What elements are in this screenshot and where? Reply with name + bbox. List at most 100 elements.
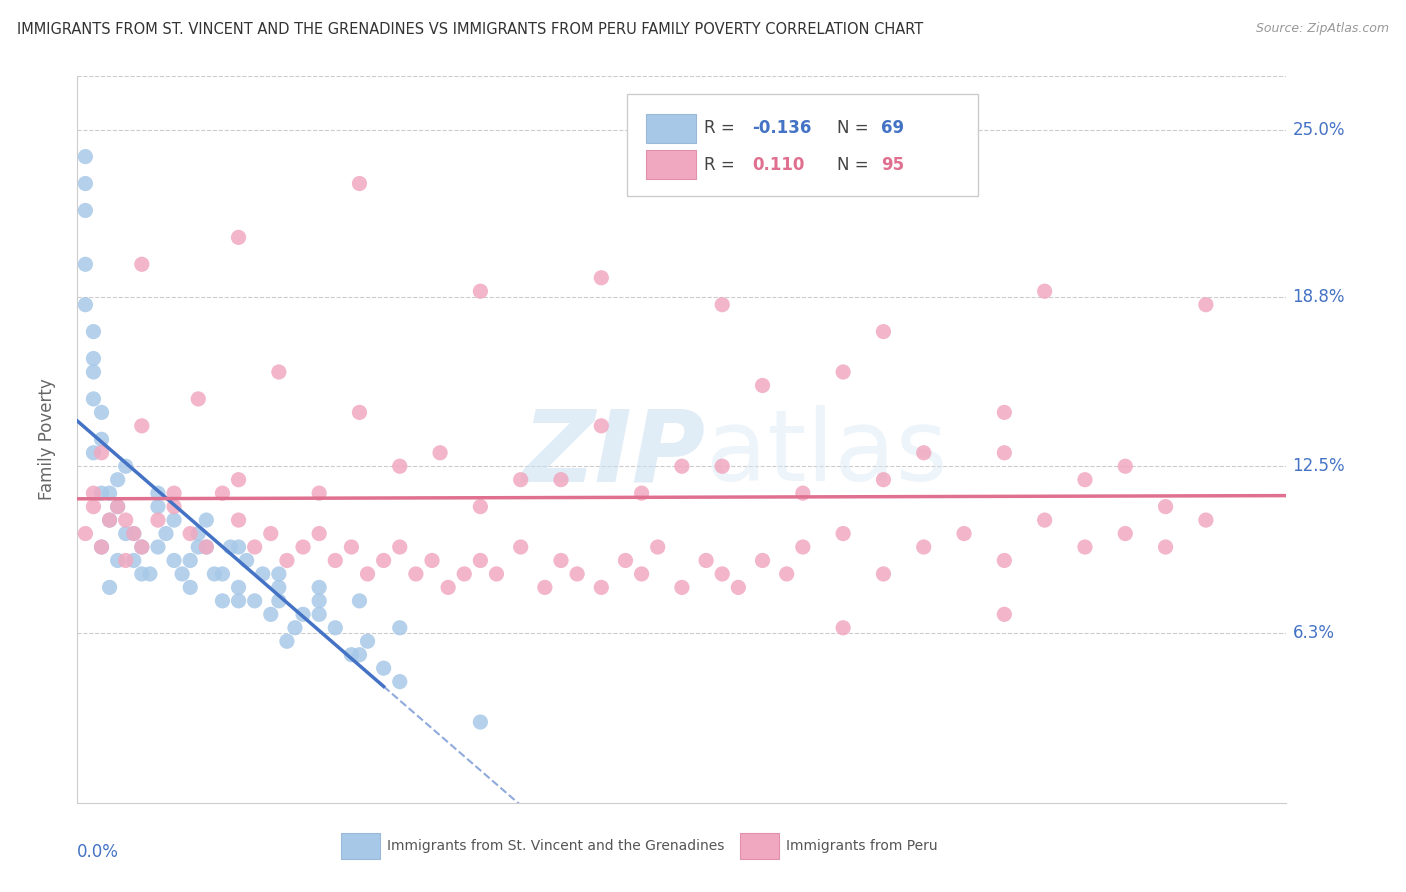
Point bbox=[373, 553, 395, 567]
Point bbox=[420, 553, 443, 567]
Point bbox=[993, 607, 1015, 622]
Point bbox=[267, 365, 290, 379]
Point bbox=[139, 566, 162, 581]
Point bbox=[195, 513, 218, 527]
Point bbox=[993, 446, 1015, 460]
Point bbox=[276, 634, 298, 648]
Point bbox=[591, 581, 613, 595]
Point bbox=[872, 473, 894, 487]
Point bbox=[349, 177, 371, 191]
Point bbox=[114, 526, 136, 541]
Point bbox=[267, 581, 290, 595]
Text: 12.5%: 12.5% bbox=[1292, 458, 1346, 475]
Point bbox=[727, 581, 749, 595]
Point bbox=[75, 257, 97, 271]
Point bbox=[235, 553, 257, 567]
Point bbox=[202, 566, 225, 581]
Point bbox=[82, 486, 104, 500]
Point bbox=[267, 566, 290, 581]
Point bbox=[340, 540, 363, 554]
Point bbox=[131, 418, 153, 433]
Point bbox=[453, 566, 475, 581]
Point bbox=[405, 566, 427, 581]
FancyBboxPatch shape bbox=[645, 150, 696, 179]
Point bbox=[630, 566, 652, 581]
Point bbox=[1114, 526, 1136, 541]
Point bbox=[146, 540, 169, 554]
Point bbox=[470, 714, 492, 729]
Point bbox=[388, 621, 411, 635]
Point bbox=[993, 553, 1015, 567]
Point bbox=[1195, 298, 1218, 312]
Point bbox=[107, 500, 129, 514]
Point bbox=[534, 581, 557, 595]
Point bbox=[751, 553, 773, 567]
Point bbox=[131, 540, 153, 554]
Text: N =: N = bbox=[837, 155, 873, 174]
Text: R =: R = bbox=[703, 120, 740, 137]
Point bbox=[75, 526, 97, 541]
Point bbox=[98, 486, 121, 500]
Text: 25.0%: 25.0% bbox=[1292, 120, 1346, 138]
Point bbox=[228, 473, 250, 487]
Point bbox=[172, 566, 194, 581]
Point bbox=[953, 526, 976, 541]
Point bbox=[260, 607, 283, 622]
Point bbox=[872, 325, 894, 339]
Point bbox=[388, 459, 411, 474]
Text: 69: 69 bbox=[882, 120, 904, 137]
Point bbox=[122, 526, 145, 541]
Point bbox=[550, 473, 572, 487]
Point bbox=[276, 553, 298, 567]
Point bbox=[912, 446, 935, 460]
Point bbox=[349, 594, 371, 608]
Point bbox=[195, 540, 218, 554]
Point bbox=[219, 540, 242, 554]
Point bbox=[308, 526, 330, 541]
Point bbox=[90, 540, 112, 554]
Text: -0.136: -0.136 bbox=[752, 120, 811, 137]
Text: IMMIGRANTS FROM ST. VINCENT AND THE GRENADINES VS IMMIGRANTS FROM PERU FAMILY PO: IMMIGRANTS FROM ST. VINCENT AND THE GREN… bbox=[17, 22, 924, 37]
Point bbox=[671, 581, 693, 595]
Point bbox=[308, 594, 330, 608]
Point bbox=[114, 553, 136, 567]
Point bbox=[187, 526, 209, 541]
Point bbox=[228, 540, 250, 554]
Text: 0.0%: 0.0% bbox=[77, 843, 120, 861]
Point bbox=[187, 540, 209, 554]
Point bbox=[107, 473, 129, 487]
Point bbox=[195, 540, 218, 554]
Point bbox=[695, 553, 717, 567]
Point bbox=[912, 540, 935, 554]
Point bbox=[429, 446, 451, 460]
Point bbox=[179, 581, 201, 595]
Point bbox=[163, 513, 186, 527]
Point bbox=[792, 540, 814, 554]
Point bbox=[82, 351, 104, 366]
Point bbox=[75, 177, 97, 191]
Point bbox=[308, 486, 330, 500]
Point bbox=[82, 500, 104, 514]
Point bbox=[832, 621, 855, 635]
Point bbox=[1114, 459, 1136, 474]
Point bbox=[388, 674, 411, 689]
Point bbox=[98, 581, 121, 595]
Point bbox=[671, 459, 693, 474]
Point bbox=[146, 500, 169, 514]
Point bbox=[308, 581, 330, 595]
Point bbox=[470, 553, 492, 567]
Point bbox=[122, 553, 145, 567]
Text: Immigrants from Peru: Immigrants from Peru bbox=[786, 838, 938, 853]
Text: 6.3%: 6.3% bbox=[1292, 624, 1334, 642]
Point bbox=[243, 594, 266, 608]
Point bbox=[131, 540, 153, 554]
Point bbox=[1074, 473, 1097, 487]
Point bbox=[252, 566, 274, 581]
Point bbox=[340, 648, 363, 662]
Point bbox=[292, 607, 315, 622]
Point bbox=[470, 500, 492, 514]
Point bbox=[1033, 284, 1056, 298]
Point bbox=[292, 540, 315, 554]
Point bbox=[114, 459, 136, 474]
Point bbox=[356, 634, 378, 648]
